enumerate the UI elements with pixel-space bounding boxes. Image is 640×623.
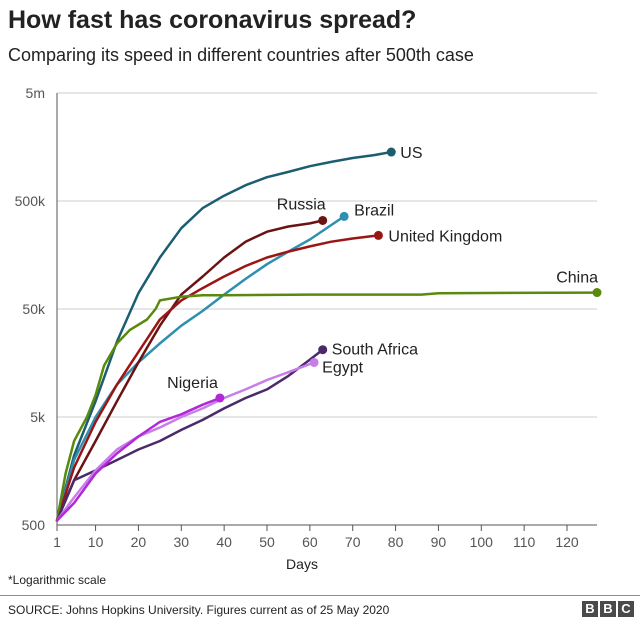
bbc-logo-block-2: B bbox=[600, 601, 616, 617]
x-tick-label-50: 50 bbox=[259, 534, 275, 550]
series-label-egypt: Egypt bbox=[322, 359, 363, 376]
chart-subtitle: Comparing its speed in different countri… bbox=[8, 45, 474, 65]
series-line-nigeria bbox=[55, 396, 222, 522]
series-label-china: China bbox=[556, 270, 598, 287]
scale-note: *Logarithmic scale bbox=[8, 573, 107, 587]
footer-divider bbox=[0, 595, 640, 596]
x-tick-label-30: 30 bbox=[173, 534, 189, 550]
x-tick-label-120: 120 bbox=[555, 534, 579, 550]
series-line-russia bbox=[55, 219, 324, 522]
series-end-point-brazil bbox=[339, 211, 349, 221]
series-end-point-nigeria bbox=[215, 393, 225, 403]
series-end-point-china bbox=[592, 288, 602, 298]
series-line-brazil bbox=[55, 215, 346, 522]
y-tick-label-50k: 50k bbox=[22, 301, 46, 317]
series-line-us bbox=[55, 150, 393, 522]
x-tick-label-110: 110 bbox=[513, 534, 536, 550]
x-tick-label-20: 20 bbox=[131, 534, 147, 550]
x-tick-label-40: 40 bbox=[216, 534, 232, 550]
series-line-united-kingdom bbox=[55, 234, 380, 522]
x-axis-title: Days bbox=[286, 556, 318, 572]
series-label-nigeria: Nigeria bbox=[167, 375, 218, 392]
x-tick-label-90: 90 bbox=[431, 534, 447, 550]
bbc-logo-block-3: C bbox=[618, 601, 634, 617]
x-tick-label-70: 70 bbox=[345, 534, 361, 550]
series-label-united-kingdom: United Kingdom bbox=[388, 228, 502, 245]
series-end-point-us bbox=[386, 147, 396, 157]
series-end-point-south-africa bbox=[318, 345, 328, 355]
source-text: SOURCE: Johns Hopkins University. Figure… bbox=[8, 603, 390, 617]
x-tick-label-10: 10 bbox=[88, 534, 104, 550]
series-label-us: US bbox=[400, 145, 422, 162]
bbc-logo-block-1: B bbox=[582, 601, 598, 617]
series-end-point-united-kingdom bbox=[373, 230, 383, 240]
series-line-egypt bbox=[55, 361, 316, 522]
series-line-china bbox=[55, 291, 599, 522]
series-label-brazil: Brazil bbox=[354, 202, 394, 219]
chart-title: How fast has coronavirus spread? bbox=[8, 6, 417, 34]
series-end-point-russia bbox=[318, 215, 328, 225]
y-tick-label-500: 500 bbox=[22, 517, 46, 533]
y-tick-label-5k: 5k bbox=[30, 409, 46, 425]
bbc-logo: B B C bbox=[582, 601, 634, 617]
x-tick-label-1: 1 bbox=[53, 534, 61, 550]
x-tick-label-100: 100 bbox=[470, 534, 494, 550]
x-tick-label-60: 60 bbox=[302, 534, 318, 550]
series-label-south-africa: South Africa bbox=[332, 342, 418, 359]
series-label-russia: Russia bbox=[277, 196, 326, 213]
y-tick-label-500k: 500k bbox=[15, 193, 46, 209]
y-tick-label-5m: 5m bbox=[26, 85, 45, 101]
x-tick-label-80: 80 bbox=[388, 534, 404, 550]
series-end-point-egypt bbox=[309, 357, 319, 367]
